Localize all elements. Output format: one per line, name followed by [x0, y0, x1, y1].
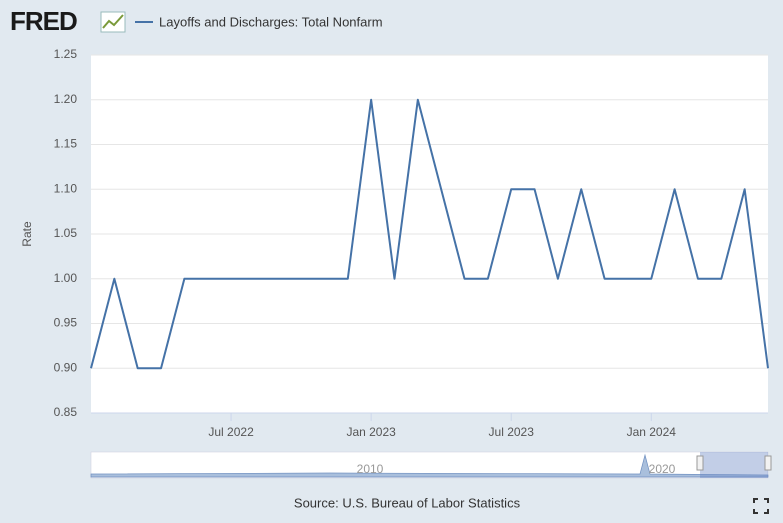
- y-tick-label: 0.90: [54, 360, 78, 374]
- y-tick-label: 0.95: [54, 316, 78, 330]
- source: Source: U.S. Bureau of Labor Statistics: [294, 495, 521, 510]
- legend-label: Layoffs and Discharges: Total Nonfarm: [159, 14, 383, 29]
- y-tick-label: 1.00: [54, 271, 78, 285]
- logo-icon: [100, 11, 126, 33]
- navigator: [90, 451, 772, 479]
- y-tick-label: 0.85: [54, 405, 78, 419]
- y-tick-label: 1.25: [54, 47, 78, 61]
- y-tick-label: 1.15: [54, 137, 78, 151]
- y-tick-label: 1.20: [54, 92, 78, 106]
- x-tick-label: Jul 2022: [208, 425, 254, 439]
- navigator-label: 2020: [649, 462, 676, 476]
- y-tick-label: 1.05: [54, 226, 78, 240]
- data-line: [90, 98, 769, 370]
- y-tick-label: 1.10: [54, 181, 78, 195]
- logo: FRED: [10, 6, 77, 36]
- fullscreen-icon[interactable]: [753, 498, 769, 514]
- navigator-label: 2010: [357, 462, 384, 476]
- x-tick-label: Jan 2023: [346, 425, 396, 439]
- x-tick-label: Jul 2023: [489, 425, 535, 439]
- y-axis-label: Rate: [20, 221, 34, 247]
- x-tick-label: Jan 2024: [627, 425, 677, 439]
